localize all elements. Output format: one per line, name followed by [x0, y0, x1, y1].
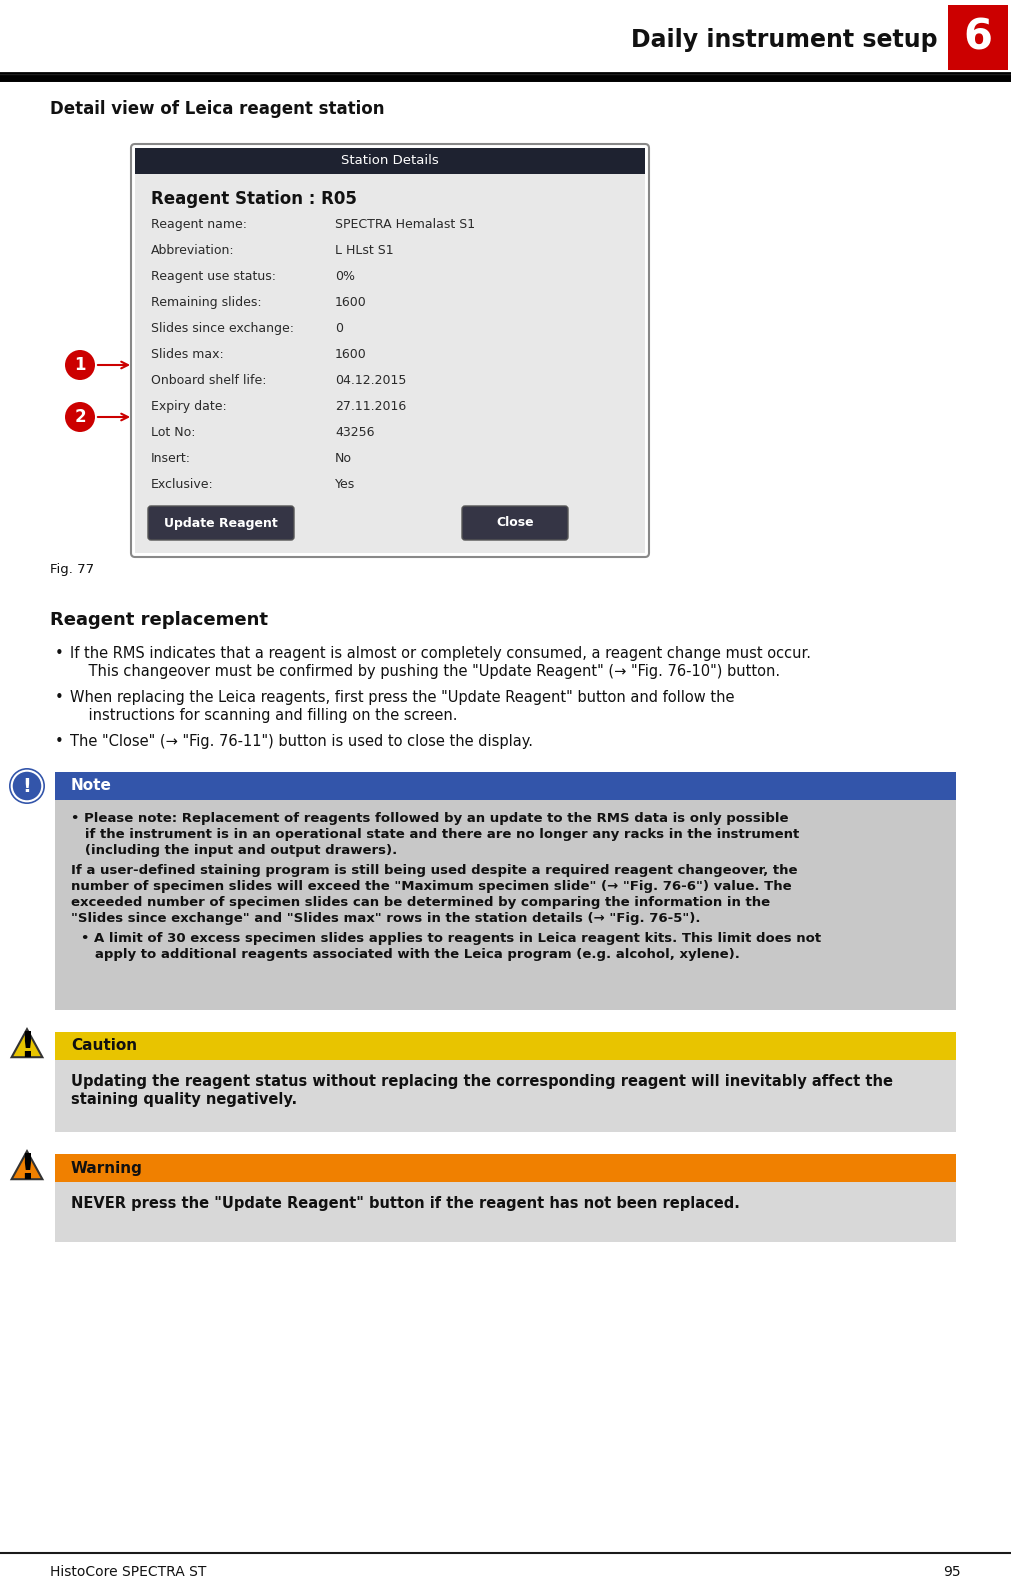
Text: 1: 1 [74, 356, 86, 373]
Text: (including the input and output drawers).: (including the input and output drawers)… [71, 844, 397, 857]
Text: apply to additional reagents associated with the Leica program (e.g. alcohol, xy: apply to additional reagents associated … [81, 947, 740, 962]
Text: number of specimen slides will exceed the "Maximum specimen slide" (→ "Fig. 76-6: number of specimen slides will exceed th… [71, 880, 792, 893]
Text: Exclusive:: Exclusive: [151, 478, 213, 491]
Text: •: • [55, 691, 64, 705]
Text: Remaining slides:: Remaining slides: [151, 297, 262, 309]
Text: Warning: Warning [71, 1161, 143, 1176]
Text: 2: 2 [74, 408, 86, 426]
Text: if the instrument is in an operational state and there are no longer any racks i: if the instrument is in an operational s… [71, 828, 800, 841]
Polygon shape [11, 1152, 42, 1179]
Text: If the RMS indicates that a reagent is almost or completely consumed, a reagent : If the RMS indicates that a reagent is a… [70, 646, 811, 660]
Text: instructions for scanning and filling on the screen.: instructions for scanning and filling on… [70, 708, 458, 723]
Bar [55, 772, 956, 801]
Bar [135, 174, 645, 553]
Text: 27.11.2016: 27.11.2016 [335, 400, 406, 413]
Text: Onboard shelf life:: Onboard shelf life: [151, 373, 267, 388]
Text: •: • [55, 734, 64, 750]
Circle shape [65, 402, 95, 432]
Bar [948, 5, 1008, 70]
Text: 43256: 43256 [335, 426, 374, 439]
Text: Reagent use status:: Reagent use status: [151, 270, 276, 282]
Bar [135, 148, 645, 174]
Text: 04.12.2015: 04.12.2015 [335, 373, 406, 388]
Bar [55, 1061, 956, 1132]
Text: Station Details: Station Details [341, 155, 439, 167]
Text: Detail view of Leica reagent station: Detail view of Leica reagent station [50, 100, 384, 118]
Text: Close: Close [496, 517, 534, 530]
Text: •: • [55, 646, 64, 660]
Text: 0: 0 [335, 322, 343, 335]
Text: Slides since exchange:: Slides since exchange: [151, 322, 294, 335]
Text: Update Reagent: Update Reagent [164, 517, 278, 530]
FancyBboxPatch shape [148, 506, 294, 541]
Bar [55, 1032, 956, 1061]
Circle shape [9, 769, 45, 804]
Bar [55, 1182, 956, 1243]
Text: HistoCore SPECTRA ST: HistoCore SPECTRA ST [50, 1565, 206, 1579]
FancyBboxPatch shape [462, 506, 568, 541]
Text: • Please note: Replacement of reagents followed by an update to the RMS data is : • Please note: Replacement of reagents f… [71, 812, 789, 825]
Text: Lot No:: Lot No: [151, 426, 195, 439]
Text: • A limit of 30 excess specimen slides applies to reagents in Leica reagent kits: • A limit of 30 excess specimen slides a… [81, 931, 821, 944]
Text: Reagent Station : R05: Reagent Station : R05 [151, 190, 357, 207]
Text: Expiry date:: Expiry date: [151, 400, 226, 413]
Text: Yes: Yes [335, 478, 355, 491]
Text: No: No [335, 451, 352, 466]
Text: Insert:: Insert: [151, 451, 191, 466]
Text: exceeded number of specimen slides can be determined by comparing the informatio: exceeded number of specimen slides can b… [71, 896, 770, 909]
Text: Slides max:: Slides max: [151, 348, 223, 360]
Text: NEVER press the "Update Reagent" button if the reagent has not been replaced.: NEVER press the "Update Reagent" button … [71, 1196, 740, 1211]
Text: Fig. 77: Fig. 77 [50, 563, 94, 576]
Text: "Slides since exchange" and "Slides max" rows in the station details (→ "Fig. 76: "Slides since exchange" and "Slides max"… [71, 912, 701, 925]
Text: SPECTRA Hemalast S1: SPECTRA Hemalast S1 [335, 219, 475, 231]
Text: Note: Note [71, 778, 112, 793]
Text: This changeover must be confirmed by pushing the "Update Reagent" (→ "Fig. 76-10: This changeover must be confirmed by pus… [70, 664, 780, 679]
Text: !: ! [19, 1153, 35, 1187]
Text: Updating the reagent status without replacing the corresponding reagent will ine: Updating the reagent status without repl… [71, 1073, 893, 1089]
Bar [55, 1155, 956, 1182]
Text: staining quality negatively.: staining quality negatively. [71, 1093, 297, 1107]
Text: If a user-defined staining program is still being used despite a required reagen: If a user-defined staining program is st… [71, 864, 798, 877]
Text: When replacing the Leica reagents, first press the "Update Reagent" button and f: When replacing the Leica reagents, first… [70, 691, 735, 705]
Text: 1600: 1600 [335, 348, 367, 360]
Text: 0%: 0% [335, 270, 355, 282]
Text: Reagent name:: Reagent name: [151, 219, 247, 231]
Text: 6: 6 [963, 16, 993, 57]
Polygon shape [11, 1029, 42, 1057]
Text: Abbreviation:: Abbreviation: [151, 244, 235, 257]
Text: Daily instrument setup: Daily instrument setup [632, 29, 938, 53]
Text: The "Close" (→ "Fig. 76-11") button is used to close the display.: The "Close" (→ "Fig. 76-11") button is u… [70, 734, 533, 750]
Bar [55, 801, 956, 1010]
Circle shape [65, 349, 95, 380]
Text: Caution: Caution [71, 1038, 137, 1054]
Text: !: ! [19, 1030, 35, 1064]
Text: Reagent replacement: Reagent replacement [50, 611, 268, 628]
Text: !: ! [22, 777, 31, 796]
Text: 95: 95 [943, 1565, 961, 1579]
Text: 1600: 1600 [335, 297, 367, 309]
Text: L HLst S1: L HLst S1 [335, 244, 393, 257]
